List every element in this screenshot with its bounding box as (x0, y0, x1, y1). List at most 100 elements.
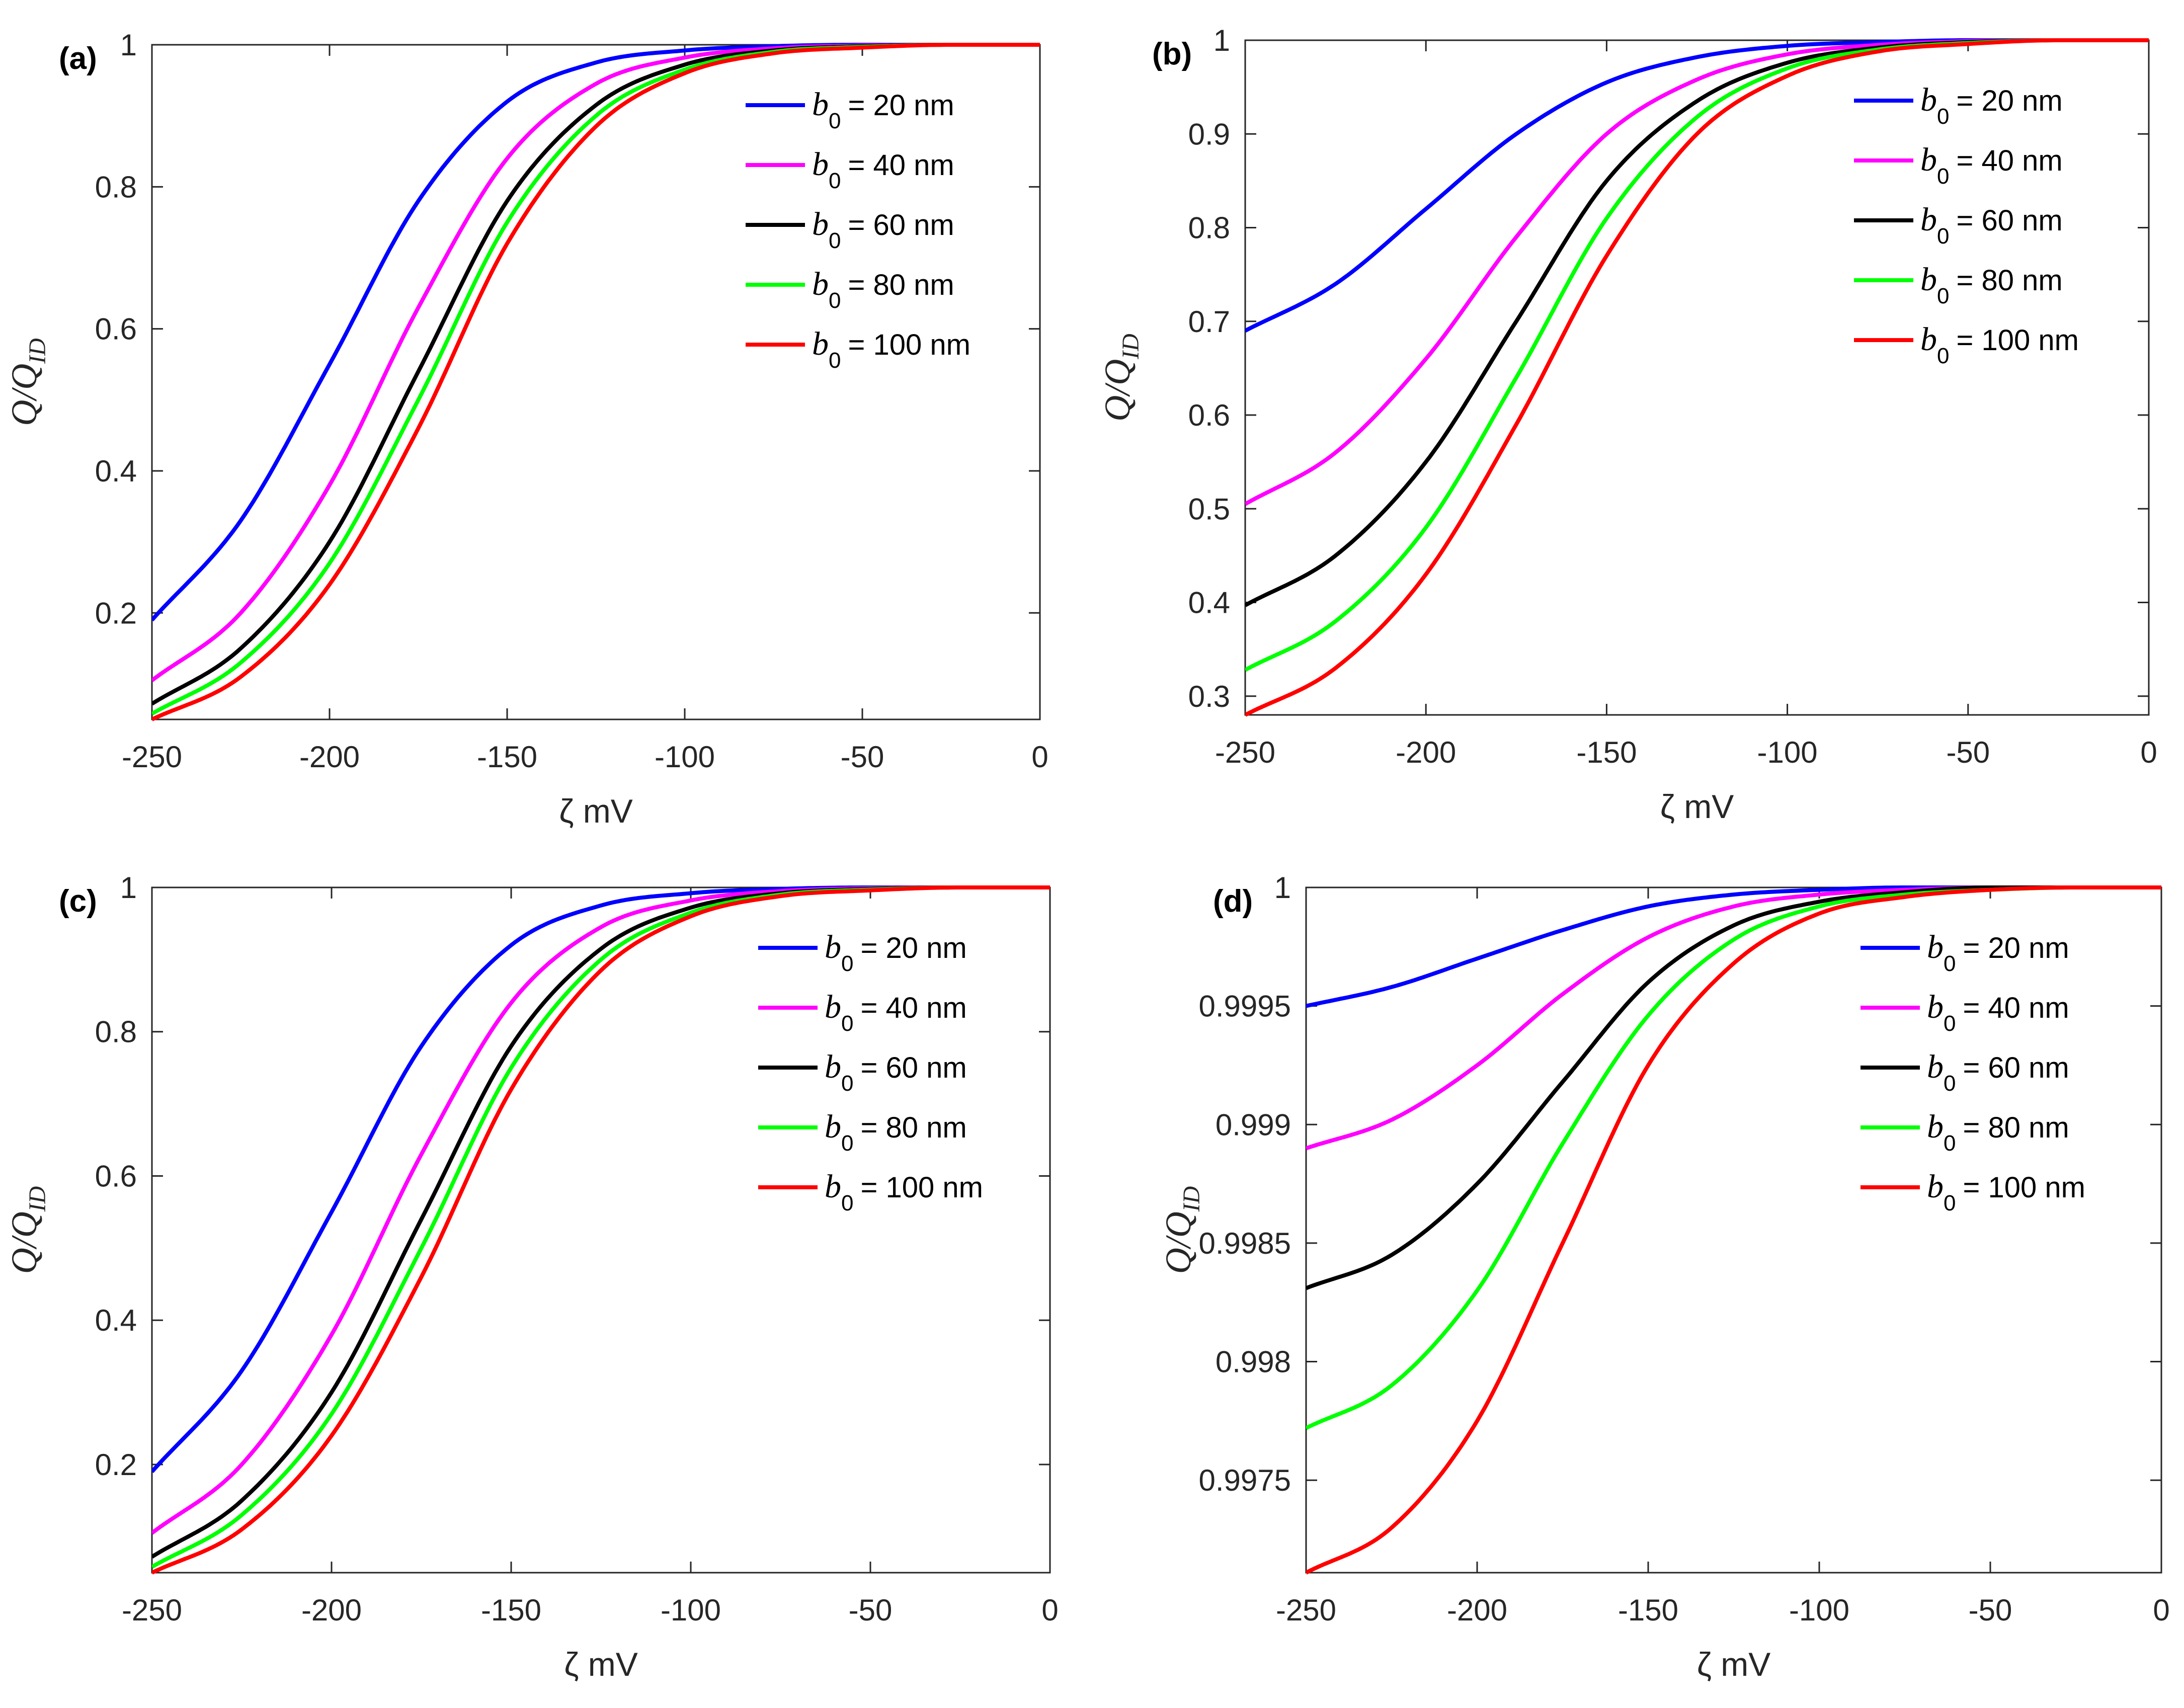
legend-entry-4: b0 = 100 nm (1927, 1168, 2085, 1215)
x-tick-label: -200 (299, 740, 360, 774)
x-tick-label: 0 (2140, 736, 2157, 769)
series-line-4 (1306, 885, 2161, 1575)
y-tick-label: 0.998 (1216, 1345, 1291, 1379)
y-axis-label-main: Q/Q (1158, 1211, 1198, 1274)
x-tick-label: -200 (1396, 736, 1456, 769)
series-line-4 (1245, 38, 2149, 717)
legend-symbol: b (825, 989, 841, 1025)
legend-entry-4: b0 = 100 nm (812, 326, 970, 373)
legend-value: = 40 nm (1956, 144, 2062, 177)
y-tick-label: 0.9 (1188, 117, 1230, 151)
x-tick-label: -50 (1969, 1593, 2012, 1627)
legend-subscript: 0 (841, 1131, 853, 1156)
x-tick-label: -100 (1789, 1593, 1849, 1627)
panel-label: (c) (59, 884, 97, 919)
legend-symbol: b (812, 206, 829, 242)
x-axis-label: ζ mV (1697, 1646, 1770, 1683)
legend-subscript: 0 (841, 1191, 853, 1215)
y-axis-label-sub: ID (1178, 1186, 1205, 1212)
y-tick-label: 0.2 (95, 1448, 137, 1482)
x-tick-label: -100 (1757, 736, 1818, 769)
legend-entry-3: b0 = 80 nm (812, 266, 954, 313)
plot-frame (1305, 886, 2162, 1574)
legend-subscript: 0 (1937, 344, 1949, 368)
legend-entry-1: b0 = 40 nm (1927, 989, 2069, 1036)
legend-entry-4: b0 = 100 nm (825, 1168, 983, 1215)
legend-entry-2: b0 = 60 nm (1920, 201, 2063, 249)
legend-entry-1: b0 = 40 nm (812, 146, 954, 193)
y-axis-label-sub: ID (1117, 334, 1144, 360)
x-tick-label: -250 (122, 1593, 182, 1627)
y-tick-label: 0.4 (95, 1304, 137, 1337)
legend-value: = 100 nm (1956, 324, 2078, 357)
legend-subscript: 0 (1944, 951, 1956, 976)
x-axis-label: ζ mV (559, 792, 632, 830)
y-tick-label: 0.2 (95, 596, 137, 630)
panel-label: (d) (1213, 884, 1253, 919)
y-tick-label: 0.6 (95, 312, 137, 346)
legend-value: = 60 nm (860, 1051, 966, 1084)
legend-subscript: 0 (1944, 1131, 1956, 1156)
legend-subscript: 0 (841, 1011, 853, 1036)
x-tick-label: -250 (122, 740, 182, 774)
y-axis-label-main: Q/Q (4, 364, 44, 426)
legend-symbol: b (825, 929, 841, 965)
legend-value: = 80 nm (860, 1111, 966, 1144)
legend-value: = 20 nm (1956, 85, 2062, 117)
x-tick-label: -100 (661, 1593, 721, 1627)
legend-symbol: b (1920, 261, 1937, 298)
y-tick-label: 0.9985 (1198, 1227, 1291, 1260)
y-tick-label: 0.6 (1188, 398, 1230, 432)
x-axis-label: ζ mV (1660, 788, 1734, 825)
legend-symbol: b (825, 1048, 841, 1085)
y-axis-label-sub: ID (24, 338, 51, 364)
x-tick-label: -200 (1447, 1593, 1507, 1627)
legend-value: = 80 nm (1956, 264, 2062, 297)
legend-symbol: b (1927, 989, 1944, 1025)
legend-symbol: b (1927, 929, 1944, 965)
x-tick-label: -50 (849, 1593, 893, 1627)
x-tick-label: -200 (301, 1593, 362, 1627)
legend-entry-1: b0 = 40 nm (825, 989, 967, 1036)
y-tick-label: 0.6 (95, 1159, 137, 1193)
legend-subscript: 0 (829, 228, 841, 253)
chart-panel-3: -250 -200 -150 -100 -50 0 0.9975 0.998 0.9985 0.9… (1158, 871, 2170, 1683)
legend-entry-3: b0 = 80 nm (825, 1108, 967, 1156)
legend-subscript: 0 (1937, 284, 1949, 308)
panel-label: (b) (1152, 37, 1192, 71)
x-tick-label: -100 (655, 740, 715, 774)
y-axis-label: Q/QID (1158, 1186, 1205, 1274)
plot-frame (151, 886, 1051, 1574)
y-tick-label: 0.8 (95, 170, 137, 204)
legend-subscript: 0 (829, 288, 841, 313)
legend-symbol: b (1920, 141, 1937, 178)
legend-symbol: b (825, 1108, 841, 1145)
x-tick-label: 0 (1031, 740, 1048, 774)
x-tick-label: -150 (1576, 736, 1637, 769)
x-axis-label: ζ mV (564, 1646, 637, 1683)
legend-entry-0: b0 = 20 nm (812, 86, 954, 133)
legend-symbol: b (812, 86, 829, 123)
y-tick-label: 0.4 (95, 454, 137, 488)
x-tick-label: 0 (2153, 1593, 2169, 1627)
legend-entry-0: b0 = 20 nm (825, 929, 967, 976)
legend-value: = 20 nm (1963, 932, 2069, 964)
legend-subscript: 0 (829, 109, 841, 133)
y-axis-label-sub: ID (24, 1186, 51, 1212)
x-tick-label: -150 (481, 1593, 541, 1627)
legend-symbol: b (812, 266, 829, 302)
y-tick-label: 0.9995 (1198, 990, 1291, 1023)
y-tick-label: 1 (120, 871, 137, 905)
y-tick-label: 0.9975 (1198, 1463, 1291, 1497)
legend-symbol: b (1927, 1168, 1944, 1205)
legend-symbol: b (812, 146, 829, 183)
y-axis-label: Q/QID (4, 338, 51, 426)
x-tick-label: -50 (841, 740, 884, 774)
legend-value: = 80 nm (848, 269, 954, 301)
legend-entry-2: b0 = 60 nm (812, 206, 954, 253)
legend-entry-0: b0 = 20 nm (1920, 82, 2063, 129)
legend-value: = 20 nm (860, 932, 966, 964)
legend-entry-3: b0 = 80 nm (1927, 1108, 2069, 1156)
